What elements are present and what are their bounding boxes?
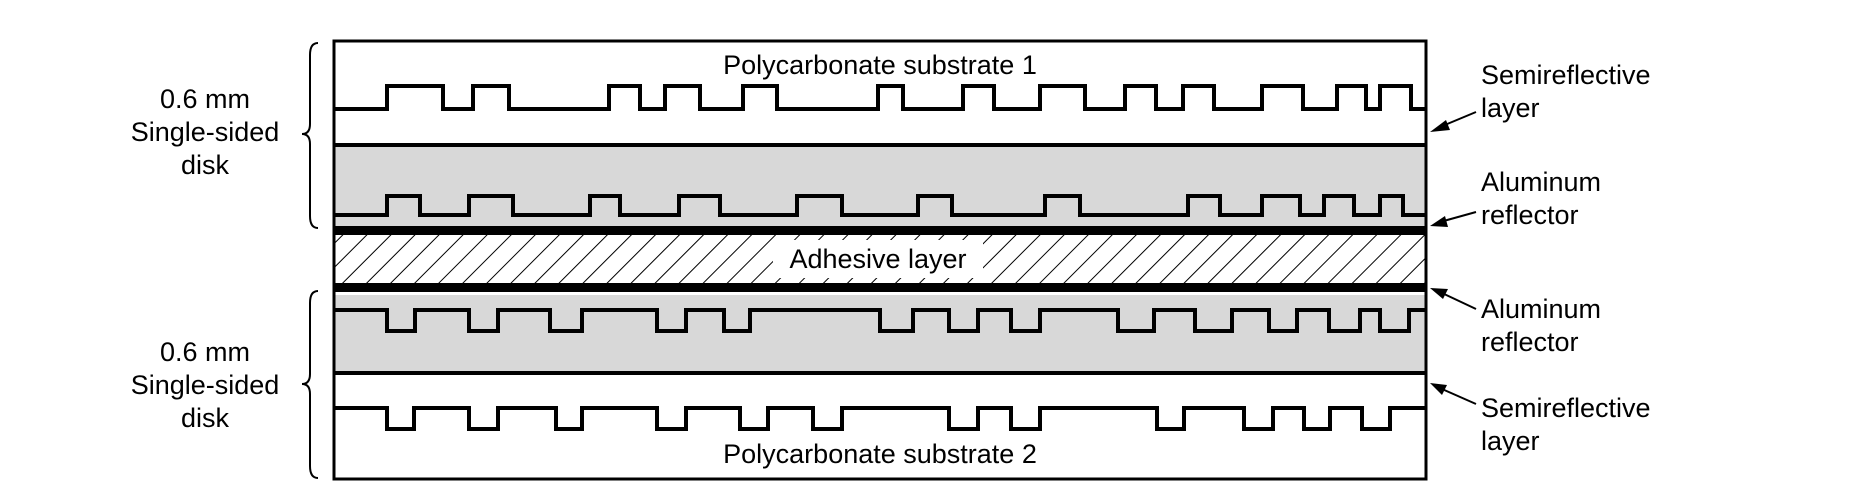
- pit-profile-substrate-2: [334, 406, 1426, 431]
- adhesive-label-bg: [773, 240, 983, 278]
- arrow-aluminum-top: [1430, 211, 1477, 227]
- svg-text:layer: layer: [1481, 93, 1540, 123]
- svg-text:disk: disk: [181, 403, 230, 433]
- right-label-aluminum-top: Aluminum reflector: [1481, 167, 1601, 230]
- svg-text:0.6 mm: 0.6 mm: [160, 84, 250, 114]
- svg-text:Aluminum: Aluminum: [1481, 167, 1601, 197]
- pit-profile-reflector-top: [334, 194, 1426, 217]
- brace-bottom: [301, 290, 319, 479]
- arrow-semireflective-bottom: [1430, 383, 1477, 405]
- arrow-semireflective-top: [1430, 111, 1477, 132]
- pit-profile-substrate-1: [334, 84, 1426, 111]
- svg-text:Single-sided: Single-sided: [131, 117, 280, 147]
- left-label-bottom: 0.6 mm Single-sided disk: [131, 337, 280, 433]
- disk-frame: [332, 39, 1428, 481]
- svg-text:disk: disk: [181, 150, 230, 180]
- adhesive-layer-label: Adhesive layer: [789, 244, 966, 274]
- right-label-semireflective-bottom: Semireflective layer: [1481, 393, 1651, 456]
- svg-text:Aluminum: Aluminum: [1481, 294, 1601, 324]
- svg-text:layer: layer: [1481, 426, 1540, 456]
- svg-text:Semireflective: Semireflective: [1481, 60, 1651, 90]
- right-label-semireflective-top: Semireflective layer: [1481, 60, 1651, 123]
- svg-text:0.6 mm: 0.6 mm: [160, 337, 250, 367]
- brace-top: [301, 42, 319, 229]
- left-label-top: 0.6 mm Single-sided disk: [131, 84, 280, 180]
- svg-text:Semireflective: Semireflective: [1481, 393, 1651, 423]
- substrate-2-label: Polycarbonate substrate 2: [723, 439, 1037, 469]
- svg-text:reflector: reflector: [1481, 200, 1579, 230]
- svg-text:reflector: reflector: [1481, 327, 1579, 357]
- substrate-1-label: Polycarbonate substrate 1: [723, 50, 1037, 80]
- arrow-aluminum-bottom: [1430, 288, 1477, 310]
- right-label-aluminum-bottom: Aluminum reflector: [1481, 294, 1601, 357]
- aluminum-reflector-top: [334, 226, 1426, 235]
- gray-layer-top: [334, 146, 1426, 230]
- svg-text:Single-sided: Single-sided: [131, 370, 280, 400]
- gray-layer-bottom: [334, 295, 1426, 373]
- pit-profile-reflector-bottom: [334, 308, 1426, 333]
- aluminum-reflector-bottom: [334, 283, 1426, 292]
